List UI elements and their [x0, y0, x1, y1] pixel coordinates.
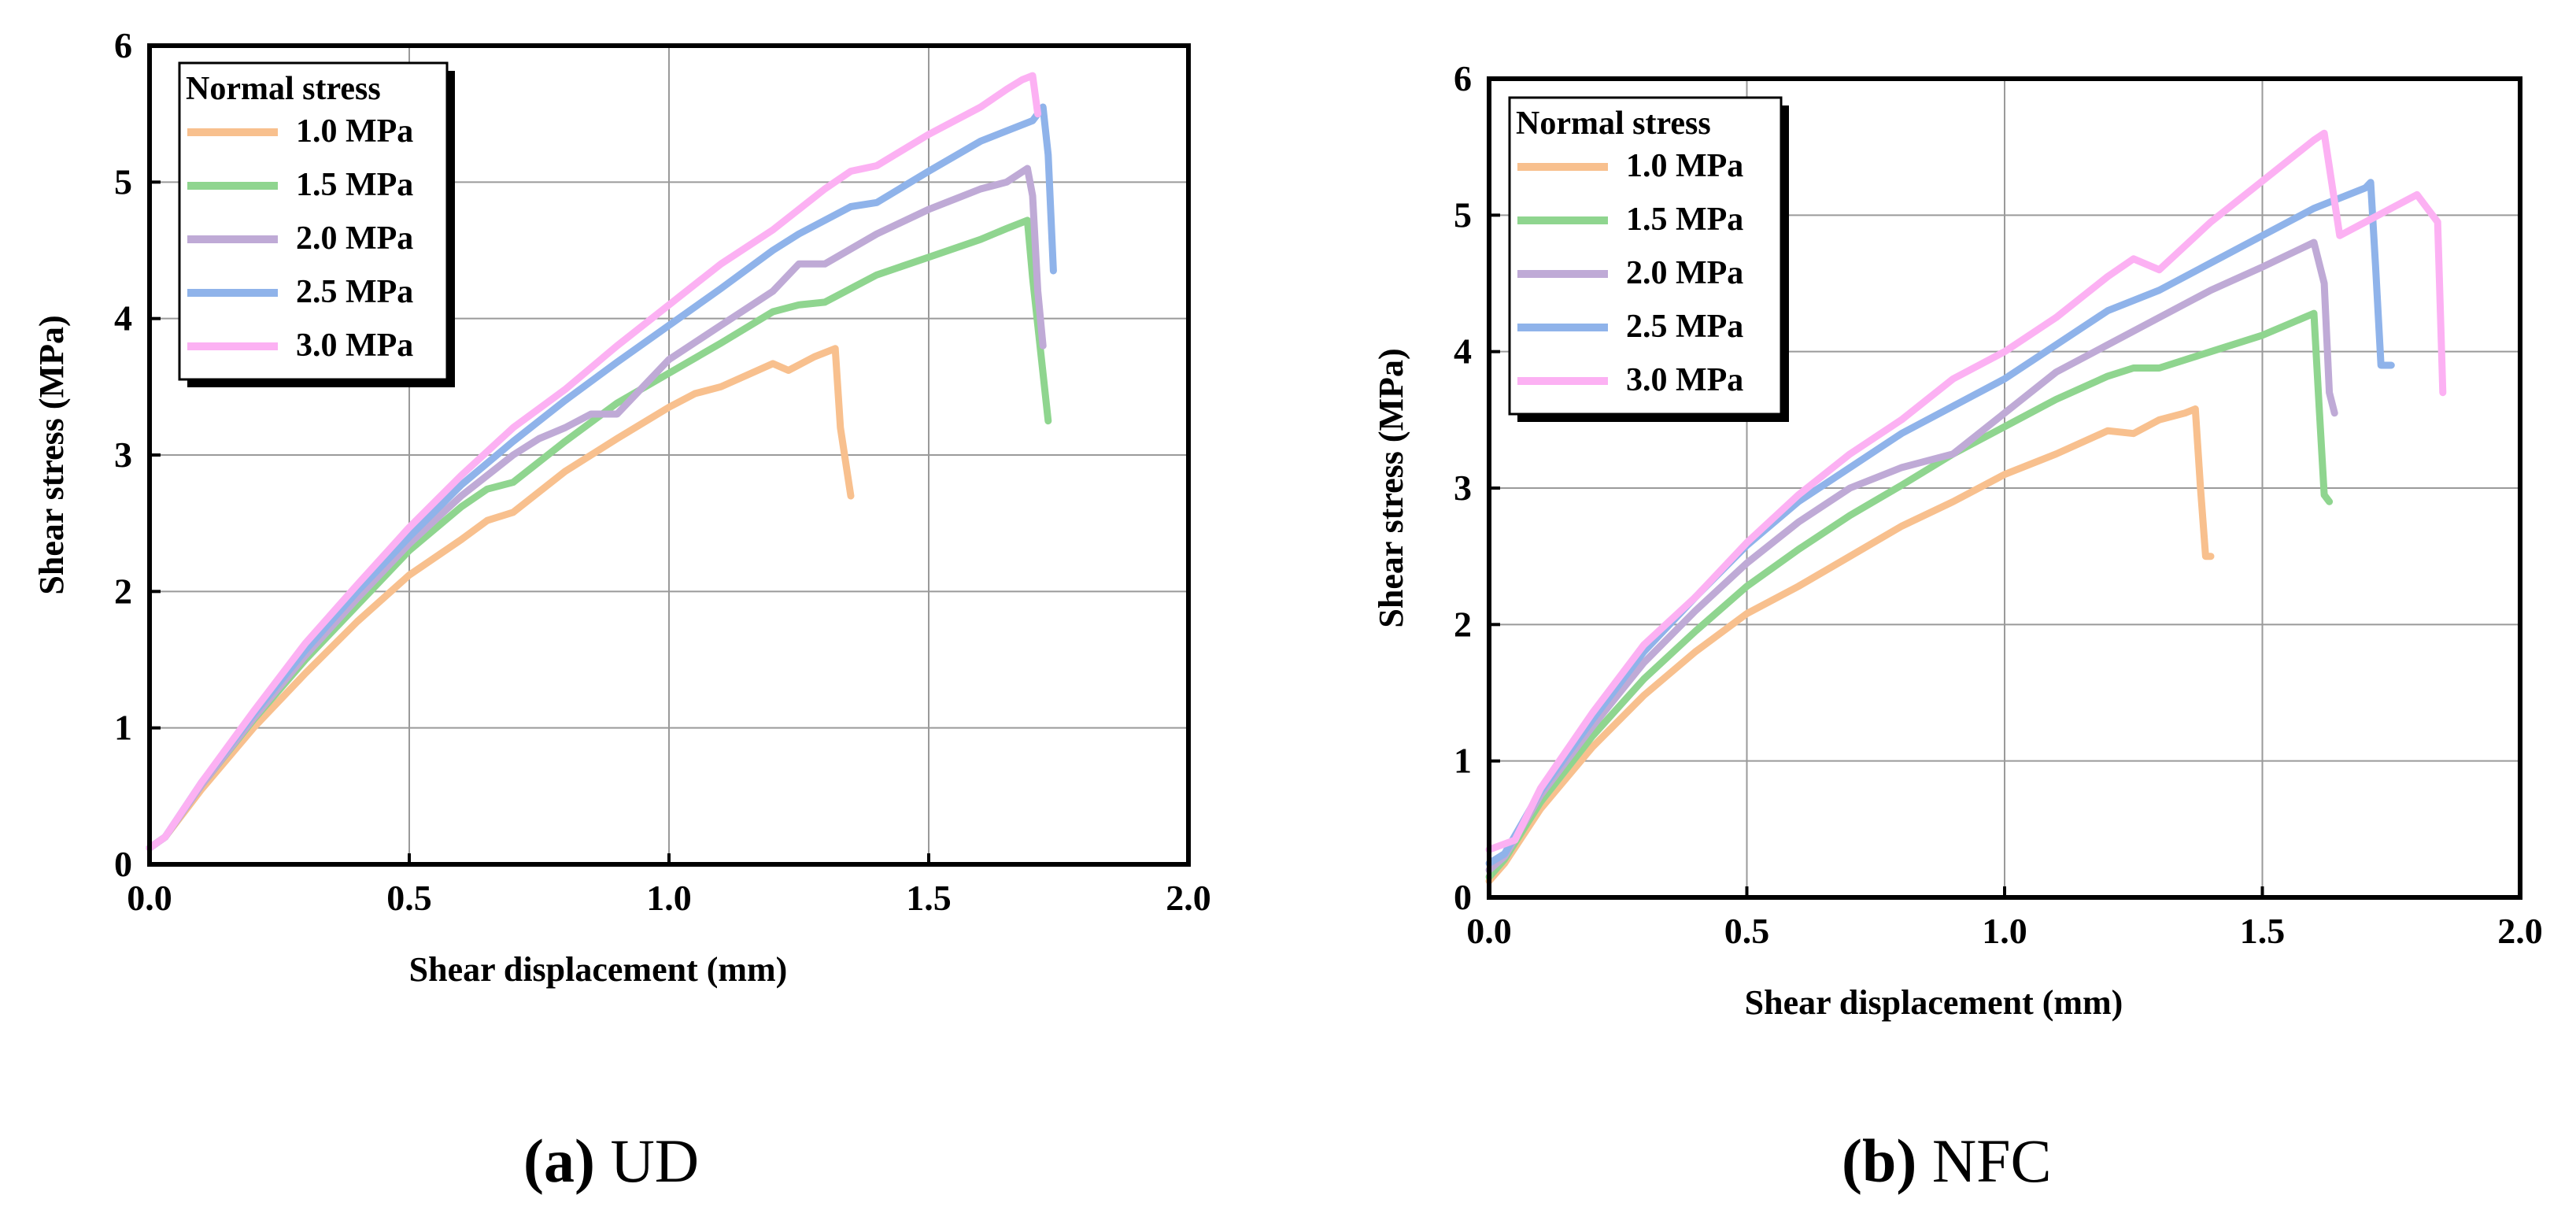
legend-box	[178, 61, 449, 381]
x-tick-label: 0.5	[386, 878, 432, 918]
y-tick-label: 4	[114, 298, 132, 338]
panel-b-nfc-chart: 0.0 0.5 1.0 1.5 2.0 0 1 2 3 4 5 6 Shear displacement…	[1372, 58, 2543, 1022]
y-tick-label: 0	[1454, 877, 1472, 917]
legend-entry: 1.5 MPa	[1626, 202, 1743, 238]
y-tick-label: 1	[114, 708, 132, 748]
x-tick-label: 1.5	[906, 878, 952, 918]
y-axis-title: Shear stress (MPa)	[32, 315, 71, 594]
y-tick-label: 3	[114, 435, 132, 475]
x-axis-title: Shear displacement (mm)	[409, 950, 788, 989]
legend-entry: 1.0 MPa	[1626, 148, 1743, 184]
legend-entry: 3.0 MPa	[1626, 362, 1743, 398]
legend-title: Normal stress	[186, 71, 381, 107]
x-tick-label: 0.0	[127, 878, 172, 918]
caption-a-letter: (a)	[523, 1126, 595, 1195]
caption-b: (b) NFC	[1842, 1126, 2052, 1197]
x-tick-label: 1.5	[2240, 911, 2286, 951]
caption-b-text: NFC	[1931, 1126, 2052, 1195]
y-tick-label: 1	[1454, 741, 1472, 781]
series-line-1-0-mpa	[146, 345, 855, 852]
legend-entry: 2.5 MPa	[1626, 309, 1743, 345]
caption-b-letter: (b)	[1842, 1126, 1917, 1195]
caption-a-text: UD	[610, 1126, 700, 1195]
series-line-2-5-mpa	[146, 103, 1057, 852]
y-tick-label: 3	[1454, 468, 1472, 508]
x-axis-title: Shear displacement (mm)	[1745, 983, 2123, 1022]
series-line-1-5-mpa	[1485, 309, 2334, 881]
y-tick-label: 6	[114, 25, 132, 65]
y-tick-label: 5	[114, 161, 132, 202]
series-line-2-0-mpa	[1485, 239, 2338, 874]
series-line-2-0-mpa	[146, 165, 1047, 852]
y-tick-label: 2	[1454, 604, 1472, 644]
legend-entry: 2.5 MPa	[296, 274, 413, 310]
series-line-1-0-mpa	[1485, 405, 2215, 885]
legend-box	[1508, 96, 1783, 416]
x-tick-label: 0.0	[1466, 911, 1512, 951]
x-tick-label: 2.0	[1166, 878, 1211, 918]
y-tick-label: 2	[114, 571, 132, 611]
legend-entry: 2.0 MPa	[296, 220, 413, 257]
caption-a: (a) UD	[523, 1126, 699, 1197]
y-tick-label: 6	[1454, 58, 1472, 98]
x-tick-label: 1.0	[1982, 911, 2027, 951]
series-line-3-0-mpa	[1485, 129, 2447, 853]
x-tick-label: 2.0	[2497, 911, 2543, 951]
legend-entry: 1.0 MPa	[296, 113, 413, 150]
y-tick-label: 0	[114, 844, 132, 884]
legend-entry: 3.0 MPa	[296, 327, 413, 364]
legend-entry: 1.5 MPa	[296, 167, 413, 203]
x-tick-label: 1.0	[646, 878, 692, 918]
y-axis-title: Shear stress (MPa)	[1372, 348, 1410, 627]
y-tick-label: 4	[1454, 331, 1472, 372]
series-line-2-5-mpa	[1485, 179, 2395, 868]
legend-entry: 2.0 MPa	[1626, 255, 1743, 291]
panel-a-ud-chart: 0.0 0.5 1.0 1.5 2.0 0 1 2 3 4 5 6 Shear displacement…	[32, 25, 1211, 989]
x-tick-label: 0.5	[1724, 911, 1770, 951]
y-tick-label: 5	[1454, 194, 1472, 235]
legend-title: Normal stress	[1516, 105, 1711, 142]
series-line-3-0-mpa	[146, 72, 1042, 852]
